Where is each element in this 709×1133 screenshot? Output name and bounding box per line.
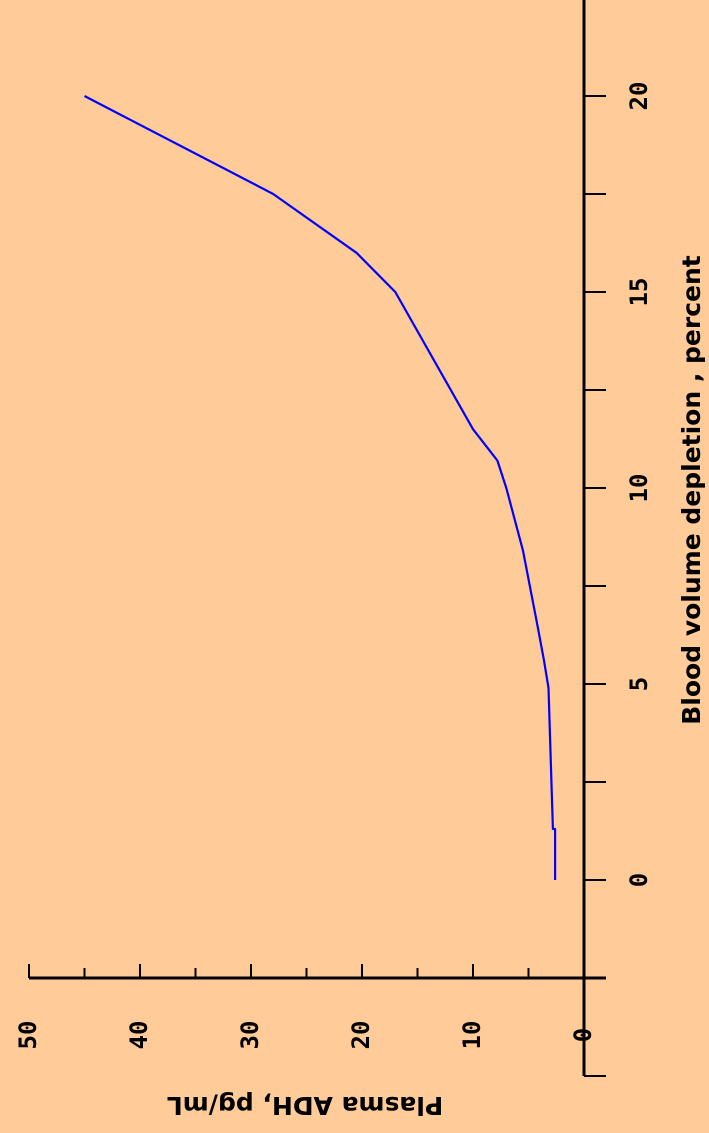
- y-tick-label: 40: [125, 1021, 153, 1050]
- x-axis-label: Blood volume depletion , percent: [677, 255, 706, 725]
- y-tick-label: 20: [347, 1021, 375, 1050]
- y-axis-label: Plasma ADH, pg/mL: [167, 1091, 443, 1120]
- y-tick-label: 10: [458, 1021, 486, 1050]
- x-tick-label: 20: [625, 82, 653, 111]
- y-tick-label: 30: [236, 1021, 264, 1050]
- y-ticks: [28, 964, 585, 978]
- x-tick-labels: 0 5 10 15 20: [625, 82, 653, 888]
- x-tick-label: 0: [625, 873, 653, 887]
- x-tick-label: 5: [625, 677, 653, 691]
- series: [83, 95, 557, 880]
- x-tick-label: 15: [625, 278, 653, 307]
- y-tick-label: 50: [14, 1021, 42, 1050]
- x-ticks: [584, 95, 606, 1077]
- series-line: [83, 95, 557, 880]
- y-tick-label: 0: [569, 1028, 597, 1042]
- y-tick-labels: 0 10 20 30 40 50: [14, 1021, 597, 1050]
- x-tick-label: 10: [625, 474, 653, 503]
